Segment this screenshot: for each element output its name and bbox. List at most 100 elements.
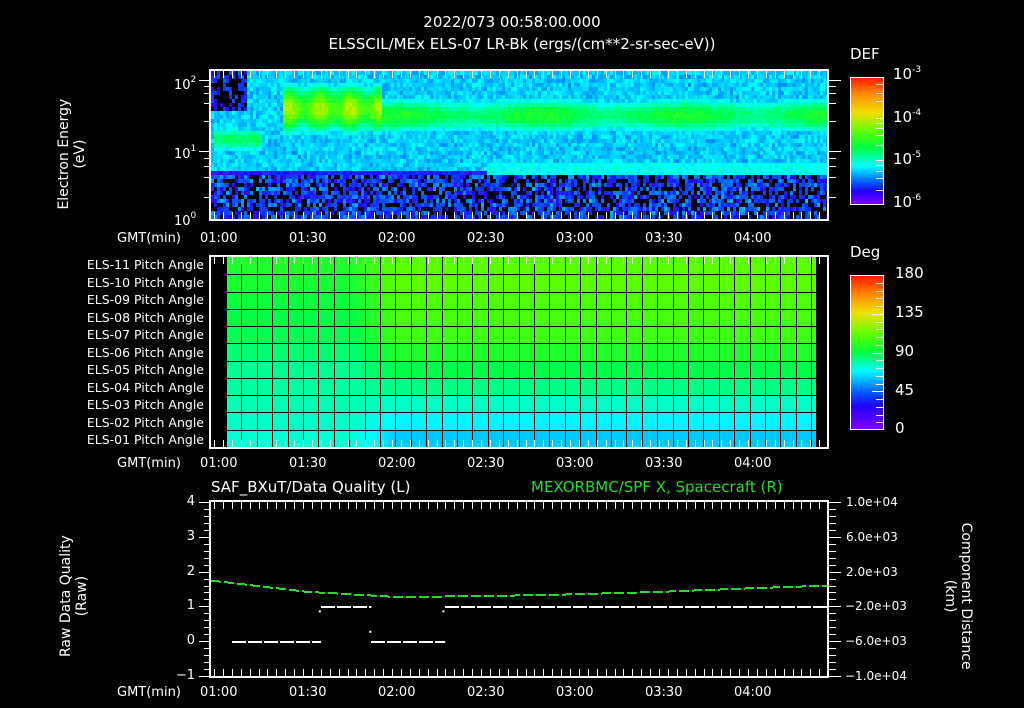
colorbar-tick [876,190,883,191]
time-tick [632,502,633,509]
time-tick [330,669,331,676]
time-tick [312,257,313,264]
left-y-tick [199,537,211,538]
line-plot-frame [209,500,829,678]
time-tick [561,502,562,509]
colorbar-tick [876,283,883,284]
time-tick [259,212,260,219]
time-tick [801,669,802,676]
line-plot [211,502,827,676]
time-tick [303,440,304,447]
right-y-tick [829,613,836,614]
time-tick [739,502,740,509]
left-y-tick [204,509,211,510]
time-tick [695,502,696,509]
time-tick [330,212,331,219]
deg-tick-180: 180 [895,264,924,282]
time-tick [552,502,553,509]
time-tick [259,440,260,447]
time-tick [267,502,268,509]
time-tick [232,71,233,78]
time-tick [561,669,562,676]
time-tick [579,440,580,447]
time-tick [552,669,553,676]
y-tick [204,166,211,167]
time-tick [526,71,527,78]
time-tick [526,212,527,219]
time-tick [615,71,616,78]
pitch-angle-frame [209,255,829,449]
time-tick [561,212,562,219]
time-tick [348,440,349,447]
time-tick [748,71,749,78]
y-tick [204,177,211,178]
time-tick [303,669,304,676]
time-tick [810,257,811,264]
time-tick [606,502,607,509]
time-tick [294,502,295,509]
deg-tick-135: 135 [895,303,924,321]
right-y-tick [829,655,836,656]
def-colorbar [850,77,884,205]
time-tick [588,502,589,509]
pitch-row-label: ELS-09 Pitch Angle [86,292,204,307]
time-tick [365,257,366,264]
time-tick [606,257,607,264]
time-tick [312,440,313,447]
time-tick [356,669,357,676]
time-tick [641,257,642,264]
time-tick [588,440,589,447]
colorbar-tick [876,101,883,102]
time-tick [704,502,705,509]
colorbar-tick [872,353,883,354]
time-tick [695,212,696,219]
right-y-tick [829,502,841,503]
time-tick [534,502,535,509]
pitch-row-label: ELS-05 Pitch Angle [86,362,204,377]
time-tick [819,440,820,447]
time-tick [437,440,438,447]
time-tick [294,71,295,78]
time-tick [339,669,340,676]
time-tick [410,440,411,447]
deg-tick-90: 90 [895,342,915,360]
colorbar-tick [876,291,883,292]
time-tick [490,212,491,219]
time-tick [419,212,420,219]
time-tick [392,440,393,447]
time-tick [223,257,224,264]
time-tick [321,669,322,676]
time-tick [784,669,785,676]
left-y-label: Raw Data Quality (Raw) [57,535,90,657]
time-tick [775,502,776,509]
time-tick [704,440,705,447]
time-tick [285,440,286,447]
colorbar-tick [876,84,883,85]
time-tick [597,71,598,78]
pitch-row-label: ELS-10 Pitch Angle [86,274,204,290]
time-tick [481,440,482,447]
time-tick [526,669,527,676]
time-tick [508,669,509,676]
time-tick [437,257,438,264]
time-tick [632,669,633,676]
time-tick [659,257,660,264]
time-tick [348,71,349,78]
time-tick [668,502,669,509]
time-tick [250,440,251,447]
time-tick [374,257,375,264]
time-tick [552,257,553,264]
time-tick [615,257,616,264]
time-tick [463,502,464,509]
time-tick [606,212,607,219]
time-tick [801,212,802,219]
time-tick [552,71,553,78]
time-tick [721,440,722,447]
left-y-tick [204,669,211,670]
pitch-row-label: ELS-08 Pitch Angle [86,309,204,325]
time-tick-label: 04:00 [734,231,772,246]
time-tick [677,440,678,447]
time-tick [704,257,705,264]
deg-colorbar [850,275,884,430]
left-y-tick [204,558,211,559]
